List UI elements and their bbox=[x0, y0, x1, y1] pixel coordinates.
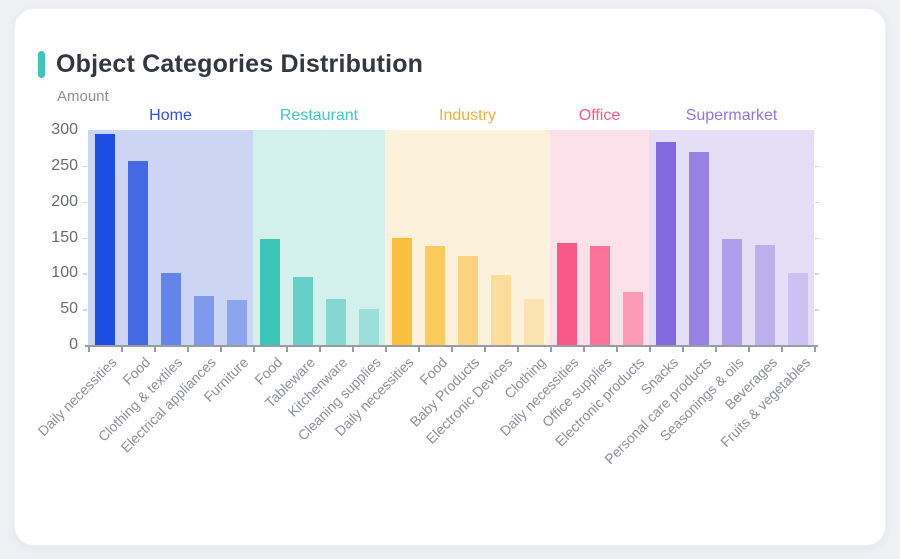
title-accent-bar bbox=[38, 51, 45, 78]
bar-industry-5[interactable] bbox=[523, 299, 544, 345]
y-axis-tick-right bbox=[815, 273, 819, 275]
x-axis-tick bbox=[748, 347, 750, 352]
bar-home-1[interactable] bbox=[94, 133, 115, 345]
bar-supermarket-4[interactable] bbox=[754, 244, 775, 345]
bar-industry-3[interactable] bbox=[457, 256, 478, 345]
x-axis-tick bbox=[814, 347, 816, 352]
bar-office-3[interactable] bbox=[622, 291, 643, 345]
x-axis-tick bbox=[187, 347, 189, 352]
bar-office-1[interactable] bbox=[556, 242, 577, 345]
x-axis-tick bbox=[154, 347, 156, 352]
x-axis-tick bbox=[121, 347, 123, 352]
bar-restaurant-1[interactable] bbox=[259, 238, 280, 345]
y-axis-tick-left bbox=[83, 273, 87, 275]
x-axis-tick bbox=[517, 347, 519, 352]
x-axis-tick bbox=[286, 347, 288, 352]
series-label-home: Home bbox=[149, 107, 192, 124]
bar-supermarket-5[interactable] bbox=[787, 273, 808, 345]
bar-home-2[interactable] bbox=[127, 160, 148, 345]
y-axis-tick-label: 150 bbox=[51, 228, 78, 246]
bar-supermarket-3[interactable] bbox=[721, 238, 742, 345]
x-axis-tick bbox=[451, 347, 453, 352]
x-axis-tick bbox=[616, 347, 618, 352]
bar-home-5[interactable] bbox=[226, 299, 247, 345]
x-axis-tick bbox=[715, 347, 717, 352]
series-label-industry: Industry bbox=[439, 107, 496, 124]
x-axis-tick bbox=[319, 347, 321, 352]
x-axis-tick bbox=[253, 347, 255, 352]
y-axis-tick-left bbox=[83, 237, 87, 239]
y-axis-tick-label: 300 bbox=[51, 121, 78, 138]
bar-industry-1[interactable] bbox=[391, 237, 412, 345]
x-axis-tick bbox=[550, 347, 552, 352]
bar-supermarket-1[interactable] bbox=[655, 142, 676, 345]
x-axis-tick bbox=[385, 347, 387, 352]
y-axis-tick-right bbox=[815, 237, 819, 239]
y-axis-tick-label: 250 bbox=[51, 156, 78, 174]
y-axis-title: Amount bbox=[57, 88, 109, 105]
x-axis-tick bbox=[418, 347, 420, 352]
series-label-supermarket: Supermarket bbox=[685, 107, 778, 124]
bar-supermarket-2[interactable] bbox=[688, 151, 709, 345]
y-axis-tick-left bbox=[83, 201, 87, 204]
x-axis-tick bbox=[220, 347, 222, 352]
title-row: Object Categories Distribution bbox=[38, 50, 423, 79]
bar-home-4[interactable] bbox=[193, 296, 214, 345]
bar-home-3[interactable] bbox=[160, 272, 181, 345]
x-axis-line bbox=[85, 345, 818, 347]
y-axis-tick-right bbox=[815, 201, 819, 204]
series-label-office: Office bbox=[578, 107, 621, 124]
y-axis-tick-right bbox=[815, 165, 819, 168]
bar-office-2[interactable] bbox=[589, 246, 610, 345]
x-axis-tick bbox=[682, 347, 684, 352]
y-axis-tick-label: 50 bbox=[60, 300, 78, 318]
bar-restaurant-4[interactable] bbox=[358, 309, 379, 345]
x-axis-tick bbox=[88, 347, 90, 352]
y-axis-tick-right bbox=[815, 309, 819, 311]
page-title: Object Categories Distribution bbox=[56, 50, 424, 78]
y-axis-tick-left bbox=[83, 165, 87, 168]
bar-restaurant-2[interactable] bbox=[292, 276, 313, 345]
x-axis-tick bbox=[484, 347, 486, 352]
x-axis-tick bbox=[583, 347, 585, 352]
x-axis-tick bbox=[649, 347, 651, 352]
y-axis-tick-label: 200 bbox=[51, 192, 78, 210]
bar-restaurant-3[interactable] bbox=[325, 299, 346, 345]
x-axis-tick bbox=[781, 347, 783, 352]
y-axis-tick-label: 0 bbox=[69, 336, 78, 353]
x-axis-tick bbox=[352, 347, 354, 352]
series-label-restaurant: Restaurant bbox=[279, 107, 359, 124]
y-axis-tick-left bbox=[83, 309, 87, 311]
bar-industry-4[interactable] bbox=[490, 274, 511, 345]
bar-industry-2[interactable] bbox=[424, 246, 445, 345]
y-axis-tick-label: 100 bbox=[51, 264, 78, 282]
